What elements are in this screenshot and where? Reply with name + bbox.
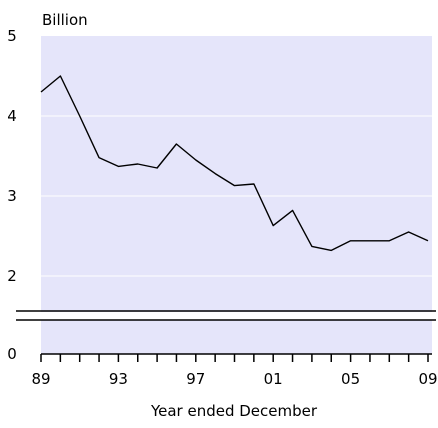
y-tick-label: 2 [7,267,17,285]
x-tick-label: 97 [186,370,205,388]
x-tick-label: 01 [264,370,283,388]
y-tick-label: 0 [7,345,17,363]
x-tick-label: 05 [341,370,360,388]
axis-break-gap [16,312,436,320]
y-tick-label: 5 [7,27,17,45]
unit-label: Billion [42,11,88,29]
x-axis-ticks: 89 93 97 01 05 09 [31,354,438,388]
gridlines [41,115,432,277]
y-tick-label: 3 [7,187,17,205]
y-tick-label: 4 [7,107,17,125]
series-line [40,75,429,252]
y-axis-tick-labels: 0 2 3 4 5 [7,27,17,363]
x-tick-label: 89 [31,370,50,388]
x-tick-label: 93 [109,370,128,388]
x-axis-title: Year ended December [150,402,318,420]
plot-background [41,36,432,354]
x-tick-label: 09 [418,370,437,388]
